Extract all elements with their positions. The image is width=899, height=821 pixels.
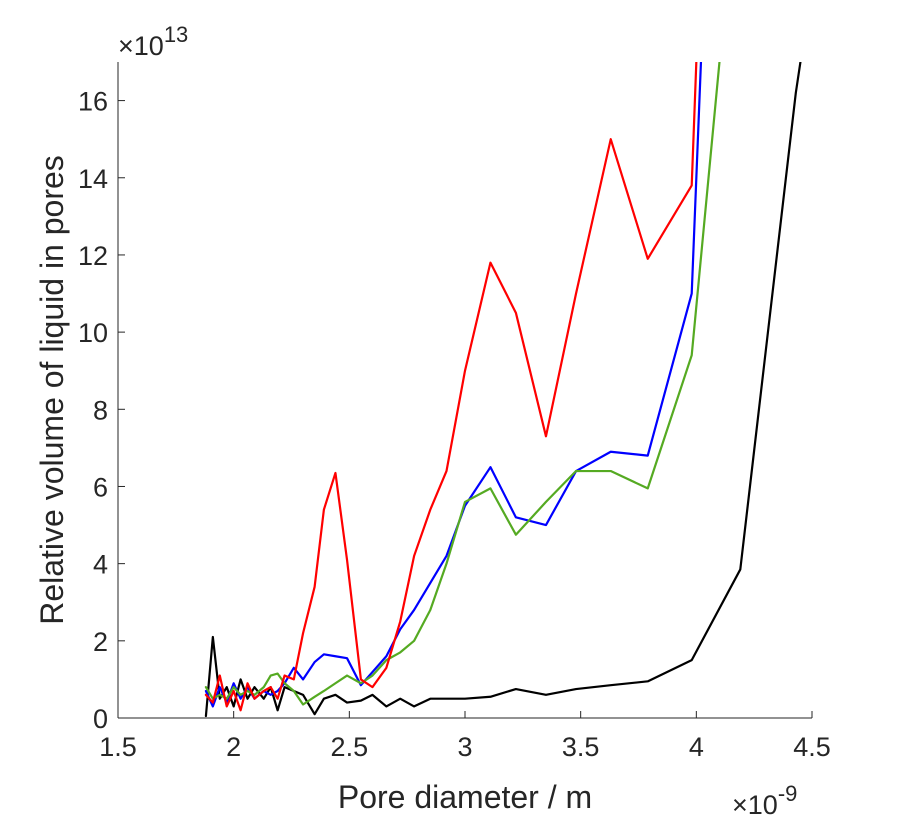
x-tick-label: 2.5 (331, 732, 369, 762)
x-exponent-power: -9 (778, 781, 798, 806)
y-tick-label: 6 (93, 472, 108, 502)
y-ticks (118, 100, 125, 719)
x-tick-label: 3.5 (562, 732, 600, 762)
series-line-4 (204, 62, 698, 712)
y-tick-label: 0 (93, 704, 108, 734)
x-tick-label: 4 (689, 732, 704, 762)
x-tick-label: 3 (457, 732, 472, 762)
x-ticks (117, 711, 813, 718)
x-exponent-label: ×10-9 (732, 781, 797, 820)
y-tick-label: 12 (78, 241, 108, 271)
y-tick-label: 16 (78, 87, 108, 117)
y-tick-label: 14 (78, 164, 108, 194)
series-line-1 (204, 62, 802, 718)
series-group (204, 62, 802, 718)
y-exponent-power: 13 (164, 22, 188, 47)
y-exponent-base: ×10 (118, 31, 164, 61)
y-tick-label: 4 (93, 550, 108, 580)
x-tick-label: 2 (226, 732, 241, 762)
y-exponent-label: ×1013 (118, 22, 188, 61)
y-tick-label: 8 (93, 395, 108, 425)
x-tick-label: 1.5 (99, 732, 137, 762)
y-tick-label: 10 (78, 318, 108, 348)
x-axis-label: Pore diameter / m (338, 779, 592, 815)
x-tick-labels: 1.5 2 2.5 3 3.5 4 4.5 (99, 732, 831, 762)
y-tick-labels: 0 2 4 6 8 10 12 14 16 (78, 87, 108, 734)
x-exponent-base: ×10 (732, 790, 778, 820)
series-line-2 (204, 62, 703, 708)
y-axis-label: Relative volume of liquid in pores (34, 155, 70, 625)
y-tick-label: 2 (93, 627, 108, 657)
x-tick-label: 4.5 (793, 732, 831, 762)
